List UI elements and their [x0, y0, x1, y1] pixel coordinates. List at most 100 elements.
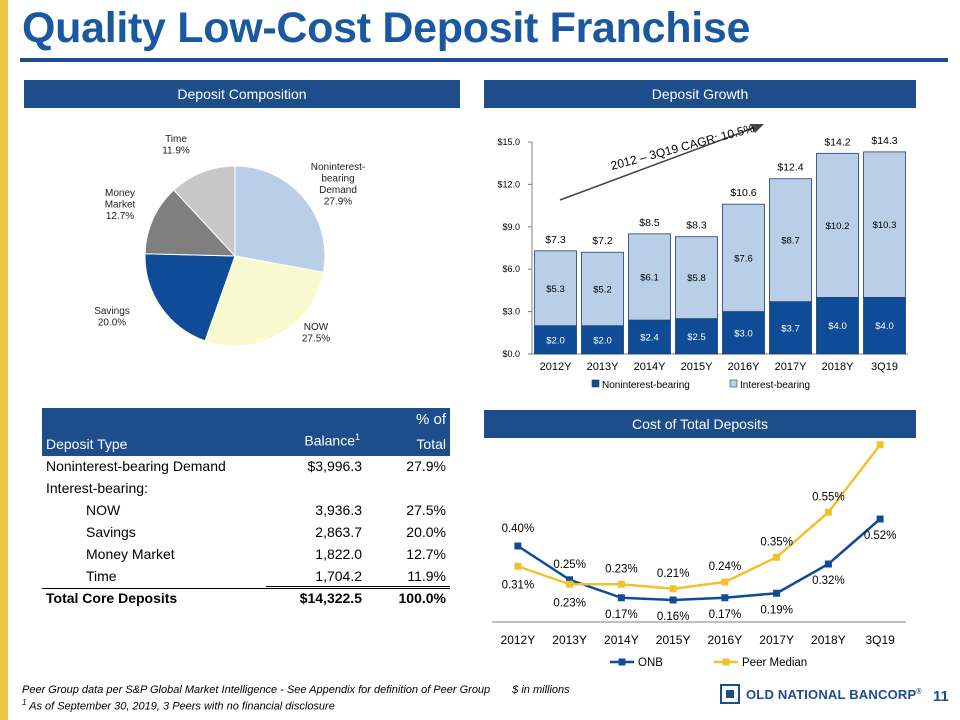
- bar-segment: [722, 203, 765, 312]
- deposit-composition-pie-chart: Noninterest-bearing Demand 27.9% NOW 27.5% Sa…: [94, 134, 365, 347]
- line-marker: [876, 515, 884, 523]
- legend-label: Interest-bearing: [740, 380, 810, 391]
- bar-segment: [816, 152, 859, 298]
- header-deposit-type: Deposit Type: [46, 436, 128, 452]
- deposit-composition-header: Deposit Composition: [24, 80, 460, 108]
- bar-segment: [628, 319, 671, 355]
- line-value-label: 0.19%: [760, 604, 793, 616]
- x-category-label: 3Q19: [865, 633, 895, 647]
- pie-slice: [144, 189, 237, 257]
- cagr-arrow-head: [750, 124, 764, 133]
- table-row: NOW 3,936.3 27.5%: [42, 500, 450, 521]
- legend-label: ONB: [638, 657, 663, 669]
- bar-value-label: $10.2: [826, 221, 850, 232]
- x-category-label: 2013Y: [552, 633, 587, 647]
- line-series: [517, 443, 882, 591]
- bar-value-label: $6.1: [640, 272, 659, 283]
- pie-label-line: Savings: [94, 306, 130, 317]
- pie-label-line: NOW: [304, 322, 329, 333]
- x-category-label: 2013Y: [587, 361, 619, 373]
- table-row: Total Core Deposits $14,322.5 100.0%: [42, 588, 450, 609]
- bar-segment: [863, 151, 906, 298]
- line-value-label: 0.40%: [502, 523, 535, 535]
- table-row: Interest-bearing:: [42, 478, 450, 499]
- deposit-type-cell: Interest-bearing:: [46, 480, 148, 496]
- page-title: Quality Low-Cost Deposit Franchise: [22, 4, 751, 52]
- deposit-type-cell: Money Market: [86, 546, 175, 562]
- bar-total-label: $7.2: [592, 235, 613, 247]
- bar-segment: [863, 297, 906, 355]
- x-category-label: 2012Y: [501, 633, 536, 647]
- deposit-type-cell: Total Core Deposits: [46, 590, 178, 606]
- pie-label-line: 11.9%: [162, 146, 190, 157]
- x-category-label: 2018Y: [811, 633, 846, 647]
- bar-value-label: $10.3: [873, 220, 897, 231]
- line-value-label: 0.16%: [657, 611, 690, 623]
- line-marker: [617, 594, 625, 602]
- bar-segment: [769, 301, 812, 355]
- pie-slice-label: Money Market 12.7%: [105, 188, 136, 222]
- legend-swatch: [729, 379, 738, 388]
- x-category-label: 2014Y: [604, 633, 639, 647]
- pie-slice-label: NOW 27.5%: [302, 322, 330, 345]
- bar-total-label: $8.5: [639, 217, 660, 229]
- bar-value-label: $2.0: [546, 335, 565, 346]
- header-pct-of: % of: [415, 411, 446, 428]
- line-value-label: 0.55%: [812, 491, 845, 503]
- bar-value-label: $3.0: [734, 328, 753, 339]
- x-category-label: 2016Y: [728, 361, 760, 373]
- pie-slice-label: Time 11.9%: [162, 134, 190, 157]
- line-marker: [824, 560, 832, 568]
- bar-segment: [769, 178, 812, 303]
- bar-total-label: $14.2: [824, 136, 850, 148]
- y-tick-label: $0.0: [502, 349, 520, 359]
- bar-value-label: $4.0: [828, 321, 847, 332]
- pie-label-line: Time: [165, 134, 187, 145]
- line-value-label: 0.24%: [709, 561, 742, 573]
- y-tick-label: $15.0: [497, 137, 520, 147]
- line-marker: [514, 542, 522, 550]
- deposit-type-cell: Time: [86, 568, 117, 584]
- bar-segment: [581, 325, 624, 355]
- line-value-label: 0.31%: [502, 579, 535, 591]
- pie-label-line: 20.0%: [98, 318, 126, 329]
- x-category-label: 2016Y: [708, 633, 743, 647]
- line-marker: [824, 508, 832, 516]
- balance-cell: 1,704.2: [315, 568, 362, 584]
- bar-total-label: $12.4: [777, 162, 803, 174]
- bar-value-label: $5.3: [546, 284, 565, 295]
- percent-total-cell: 27.9%: [406, 458, 446, 474]
- pie-label-line: 27.5%: [302, 334, 330, 345]
- y-tick-label: $3.0: [502, 307, 520, 317]
- pie-slice: [234, 165, 326, 273]
- balance-cell: $3,996.3: [307, 458, 363, 474]
- line-marker: [876, 441, 884, 449]
- line-marker: [721, 578, 729, 586]
- percent-total-cell: 20.0%: [406, 524, 446, 540]
- footnote-as-of: 1 As of September 30, 2019, 3 Peers with…: [22, 698, 335, 713]
- deposit-type-cell: Noninterest-bearing Demand: [46, 458, 226, 474]
- bar-segment: [628, 233, 671, 321]
- bar-total-label: $10.6: [730, 187, 756, 199]
- percent-total-cell: 100.0%: [398, 590, 446, 606]
- y-tick-label: $6.0: [502, 264, 520, 274]
- bar-segment: [581, 251, 624, 327]
- bar-segment: [675, 236, 718, 320]
- pie-slice: [144, 253, 236, 342]
- pie-label-line: Noninterest-: [311, 162, 365, 173]
- x-category-label: 2014Y: [634, 361, 666, 373]
- deposit-growth-bar-chart: $0.0 $3.0 $6.0 $9.0 $12.0 $15.0 2012 – 3Q19 CA…: [497, 121, 908, 391]
- line-marker: [773, 589, 781, 597]
- line-marker: [514, 562, 522, 570]
- legend-marker: [618, 658, 626, 666]
- line-marker: [669, 585, 677, 593]
- line-value-label: 0.23%: [605, 563, 638, 575]
- line-series: [517, 518, 881, 602]
- pie-slice-label: Noninterest-bearing Demand 27.9%: [311, 162, 365, 208]
- bar-value-label: $5.8: [687, 273, 706, 284]
- line-value-label: 0.17%: [605, 609, 638, 621]
- deposit-type-cell: Savings: [86, 524, 136, 540]
- table-row: Time 1,704.2 11.9%: [42, 566, 450, 587]
- line-value-label: 0.32%: [812, 575, 845, 587]
- legend-label: Peer Median: [742, 657, 807, 669]
